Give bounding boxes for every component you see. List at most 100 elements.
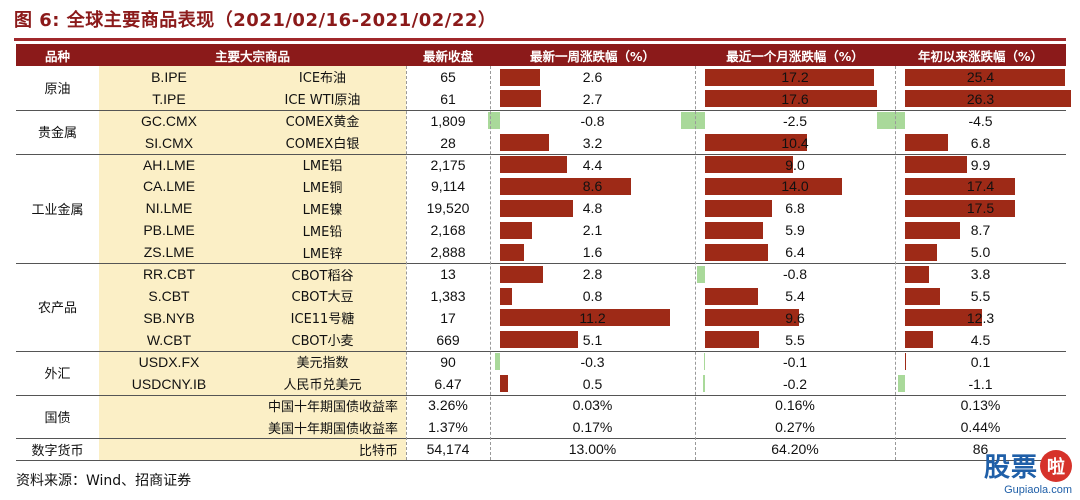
commodity-code: ZS.LME [143,244,195,261]
column-divider [695,66,696,461]
week-change-value: 0.03% [572,397,613,414]
ytd-change-value: 17.5 [966,200,995,217]
commodity-name: 美元指数 [296,356,349,372]
commodity-name: LME锌 [302,246,343,262]
week-change-value: -0.3 [580,353,605,370]
month-change-value: -0.8 [782,266,808,283]
commodity-name: LME镍 [302,202,343,218]
week-change-value: 3.2 [582,134,603,151]
group-separator [16,109,1066,111]
source-note: 资料来源：Wind、招商证券 [16,473,192,489]
commodity-code: PB.LME [143,222,195,239]
month-change-value: 6.4 [785,244,805,261]
group-label: 工业金属 [31,202,84,218]
group-separator [16,263,1066,265]
commodity-name: LME铝 [302,159,343,175]
commodity-name: 比特币 [358,443,398,459]
ytd-bar-positive [905,243,937,261]
ytd-change-value: 0.1 [970,353,991,370]
week-bar-positive [500,134,549,152]
ytd-change-value: 0.44% [960,419,1001,436]
group-separator [16,394,1066,396]
commodity-code: SI.CMX [144,134,194,151]
column-divider [490,66,491,461]
commodity-name: ICE布油 [298,71,347,87]
week-change-value: 11.2 [579,309,606,326]
week-change-value: -0.8 [580,112,605,129]
header-week: 最新一周涨跌幅（%） [490,44,695,66]
ytd-bar-positive [905,68,1066,86]
month-change-value: 0.16% [775,397,815,414]
group-label: 农产品 [37,301,77,317]
month-change-value: 9.6 [785,309,805,326]
week-change-value: 0.5 [582,375,603,392]
watermark-text: 股票 [983,453,1038,483]
month-bar-positive [705,156,794,174]
week-bar-positive [500,287,513,305]
column-divider [406,66,407,461]
week-bar-positive [500,309,671,327]
month-bar-positive [705,178,843,195]
week-change-value: 13.00% [568,441,617,458]
month-change-value: -0.2 [782,375,808,392]
month-change-value: 0.27% [775,419,815,436]
close-value: 65 [440,68,456,85]
month-change-value: 5.5 [785,331,805,348]
month-bar-positive [705,90,878,108]
month-bar-negative [697,265,705,283]
close-value: 61 [440,90,456,107]
ytd-bar-negative [876,112,905,130]
close-value: 2,888 [430,244,466,261]
week-bar-negative [495,353,500,371]
commodity-name: 美国十年期国债收益率 [267,421,398,437]
week-change-value: 4.8 [582,200,603,217]
ytd-change-value: -1.1 [968,375,993,392]
month-bar-negative [680,112,705,130]
commodity-code: USDCNY.IB [131,375,207,392]
ytd-bar-positive [905,199,1016,217]
week-bar-positive [500,331,578,349]
month-change-value: 64.20% [771,441,819,458]
ytd-bar-negative [898,375,905,393]
month-change-value: 6.8 [785,200,805,217]
ytd-change-value: -4.5 [968,112,993,129]
commodity-code: GC.CMX [141,112,197,129]
header-ytd: 年初以来涨跌幅（%） [895,44,1066,66]
week-bar-positive [500,221,532,239]
ytd-change-value: 25.4 [966,68,995,85]
week-change-value: 8.6 [582,178,603,195]
month-bar-positive [705,287,758,305]
watermark-circle: 啦 [1040,449,1072,482]
group-label: 贵金属 [37,126,77,142]
week-change-value: 0.8 [582,287,603,304]
commodity-code: B.IPE [151,68,187,85]
title-rule [14,38,1066,41]
commodity-name: CBOT大豆 [291,290,354,306]
week-bar-positive [500,199,573,217]
ytd-change-value: 5.5 [970,287,991,304]
week-change-value: 5.1 [582,331,603,348]
month-bar-negative [703,375,705,393]
group-label: 原油 [44,82,71,98]
ytd-bar-positive [905,221,960,239]
month-change-value: 10.4 [781,134,809,151]
commodity-name: ICE WTI原油 [284,93,361,109]
week-bar-positive [500,243,525,261]
month-change-value: 17.2 [781,68,809,85]
group-separator [16,153,1066,155]
close-value: 1,383 [430,287,466,304]
group-separator [16,350,1066,352]
ytd-change-value: 0.13% [960,397,1001,414]
commodity-code: CA.LME [142,178,196,195]
close-value: 28 [440,134,456,151]
figure-title: 图 6: 全球主要商品表现（2021/02/16-2021/02/22） [14,10,497,31]
commodity-name: LME铅 [302,224,343,240]
close-value: 17 [440,309,456,326]
month-change-value: 17.6 [781,90,809,107]
month-change-value: 5.9 [785,222,805,239]
commodity-name: COMEX白银 [285,137,360,153]
commodity-code: W.CBT [146,331,192,348]
week-bar-positive [500,265,543,283]
month-bar-positive [705,199,772,217]
month-change-value: 14.0 [781,178,809,195]
